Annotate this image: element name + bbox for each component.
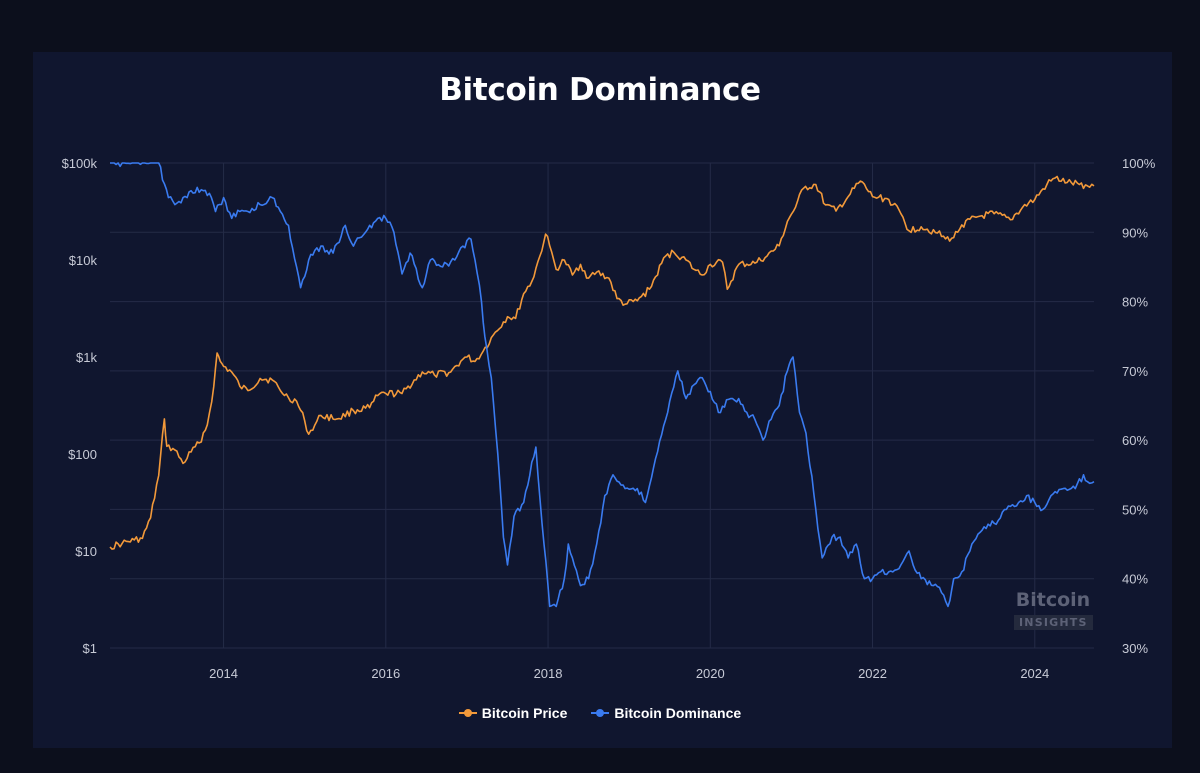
y-left-tick-label: $1k xyxy=(76,350,97,365)
series-lines xyxy=(109,162,1095,608)
x-tick-label: 2022 xyxy=(858,666,887,681)
y-left-tick-label: $10 xyxy=(75,544,97,559)
chart-legend: Bitcoin Price Bitcoin Dominance xyxy=(0,705,1200,721)
bitcoin-price-line xyxy=(109,175,1095,550)
y-right-tick-label: 60% xyxy=(1122,433,1148,448)
x-axis-ticks: 2014 2016 2018 2020 2022 2024 xyxy=(209,666,1049,681)
y-right-tick-label: 50% xyxy=(1122,502,1148,517)
y-left-tick-label: $100k xyxy=(62,156,98,171)
right-axis-ticks: 30% 40% 50% 60% 70% 80% 90% 100% xyxy=(1122,156,1156,656)
chart-title: Bitcoin Dominance xyxy=(439,72,761,108)
y-left-tick-label: $1 xyxy=(83,641,97,656)
y-left-tick-label: $100 xyxy=(68,447,97,462)
price-legend-marker xyxy=(458,708,477,718)
legend-item-dominance[interactable]: Bitcoin Dominance xyxy=(591,705,741,721)
y-right-tick-label: 70% xyxy=(1122,364,1148,379)
left-axis-ticks: $1 $10 $100 $1k $10k $100k xyxy=(62,156,98,656)
x-tick-label: 2014 xyxy=(209,666,238,681)
logo-text-bitcoin: Bitcoin xyxy=(1015,589,1091,611)
legend-label-dominance: Bitcoin Dominance xyxy=(614,705,742,721)
logo-text-insights: INSIGHTS xyxy=(1014,615,1093,630)
x-tick-label: 2024 xyxy=(1020,666,1049,681)
y-right-tick-label: 30% xyxy=(1122,641,1148,656)
y-right-tick-label: 40% xyxy=(1122,572,1148,587)
grid-lines xyxy=(110,162,1094,649)
y-right-tick-label: 80% xyxy=(1122,295,1148,310)
chart-panel xyxy=(33,52,1172,748)
x-tick-label: 2020 xyxy=(696,666,725,681)
legend-item-price[interactable]: Bitcoin Price xyxy=(458,705,568,721)
dominance-legend-marker xyxy=(591,708,610,718)
y-right-tick-label: 100% xyxy=(1122,156,1156,171)
y-left-tick-label: $10k xyxy=(69,253,98,268)
bitcoin-dominance-line xyxy=(110,162,1095,608)
x-tick-label: 2018 xyxy=(534,666,563,681)
x-tick-label: 2016 xyxy=(371,666,400,681)
y-right-tick-label: 90% xyxy=(1122,225,1148,240)
bitcoin-insights-logo: Bitcoin INSIGHTS xyxy=(1014,589,1093,630)
legend-label-price: Bitcoin Price xyxy=(481,705,568,721)
